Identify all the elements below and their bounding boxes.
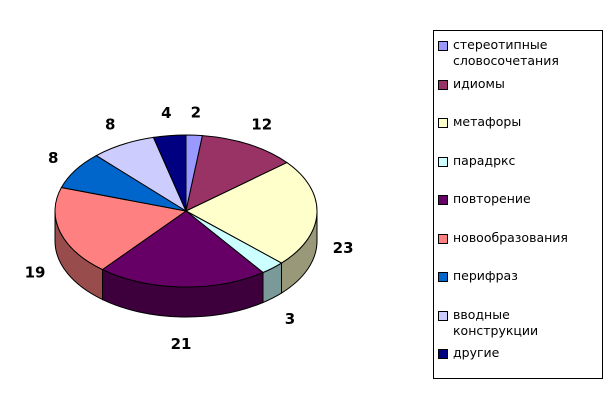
legend-label: парадркс — [453, 152, 516, 168]
legend-swatch — [438, 156, 448, 167]
legend-label: другие — [453, 345, 500, 360]
legend-item: стереотипные словосочетания — [438, 37, 598, 69]
pie-slice — [101, 210, 264, 288]
legend: стереотипные словосочетания идиомы метафор… — [433, 30, 603, 379]
legend-swatch — [438, 349, 448, 359]
legend-label: перифраз — [453, 268, 518, 283]
legend-swatch — [438, 233, 448, 244]
legend-item: повторение — [438, 191, 598, 207]
data-label: 23 — [333, 239, 354, 257]
data-label: 8 — [105, 115, 115, 133]
legend-item: идиомы — [438, 76, 598, 92]
legend-label: повторение — [453, 191, 531, 206]
legend-swatch — [438, 195, 448, 205]
legend-item: новообразования — [438, 230, 598, 246]
pie-slice — [54, 186, 188, 271]
legend-swatch — [438, 272, 448, 282]
pie-slice — [152, 134, 187, 212]
data-label: 12 — [251, 115, 272, 133]
legend-item: другие — [438, 345, 598, 361]
pie-slice — [185, 135, 288, 212]
legend-swatch — [438, 118, 448, 128]
legend-swatch — [438, 41, 448, 51]
pie-slice — [184, 161, 318, 264]
legend-label: метафоры — [453, 114, 522, 129]
legend-label: идиомы — [453, 75, 505, 91]
data-label: 21 — [171, 335, 192, 353]
data-label: 4 — [161, 104, 171, 122]
legend-item: метафоры — [438, 114, 598, 130]
data-label: 2 — [191, 103, 201, 121]
legend-swatch — [438, 310, 448, 321]
legend-item: перифраз — [438, 268, 598, 284]
legend-label: стереотипные словосочетания — [453, 37, 559, 68]
legend-item: вводные конструкции — [438, 307, 598, 339]
legend-label: вводные конструкции — [453, 306, 539, 338]
legend-item: парадркс — [438, 153, 598, 169]
data-label: 19 — [25, 264, 46, 282]
data-label: 8 — [48, 149, 58, 167]
legend-label: новообразования — [453, 229, 568, 245]
data-label: 3 — [285, 310, 295, 328]
legend-swatch — [438, 79, 448, 90]
